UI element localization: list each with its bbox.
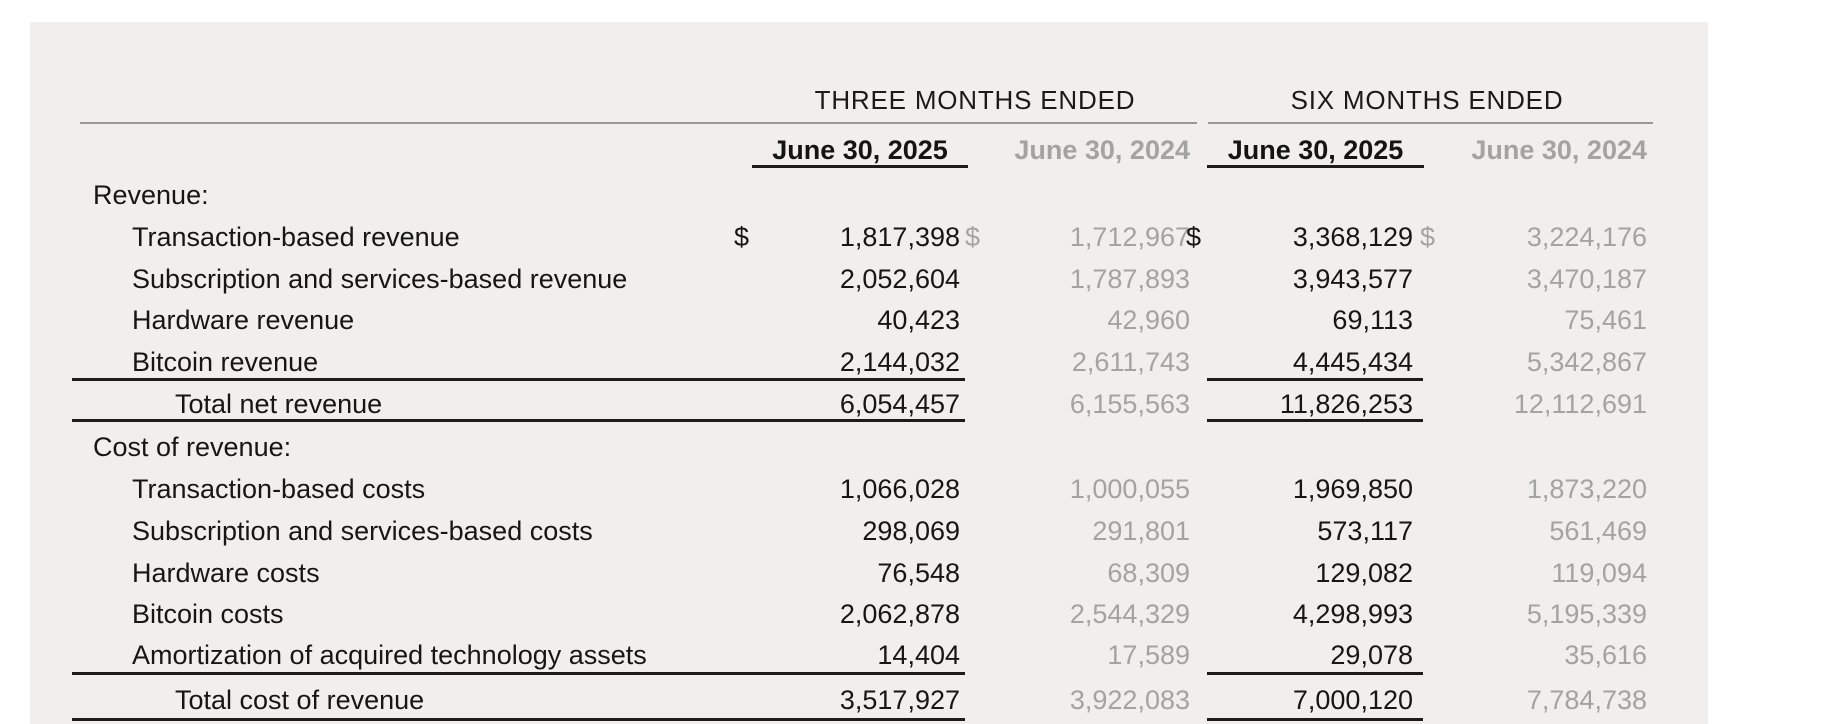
cell-three-2024: 17,589 [1107,640,1190,670]
total-rule [72,419,965,422]
cell-three-2024: 1,000,055 [1069,474,1190,504]
total-rule [1207,718,1423,721]
currency-symbol: $ [1420,222,1436,252]
cell-three-2025: 298,069 [862,516,960,546]
cell-six-2024: 119,094 [1551,558,1647,588]
table-row: Bitcoin revenue 2,144,032 2,611,743 4,44… [30,347,1708,377]
subtotal-rule [1207,672,1423,675]
subtotal-rule [72,672,965,675]
group-header-rule-left [80,122,1197,124]
cell-six-2024: 1,873,220 [1526,474,1647,504]
cell-three-2024: 42,960 [1107,305,1190,335]
section-label: Revenue: [93,180,209,210]
cell-six-2024: 561,469 [1549,516,1647,546]
cell-three-2024: 6,155,563 [1069,389,1190,419]
table-row: Bitcoin costs 2,062,878 2,544,329 4,298,… [30,599,1708,629]
cell-three-2025: 2,062,878 [839,599,960,629]
row-label: Transaction-based costs [132,474,426,504]
column-header-three-2025: June 30, 2025 [772,135,948,165]
cell-three-2025: 1,817,398 [839,222,960,252]
cell-six-2025: 7,000,120 [1292,685,1413,715]
column-header-six-2024: June 30, 2024 [1471,135,1647,165]
cell-six-2024: 5,342,867 [1526,347,1647,377]
table-row: Subscription and services-based revenue … [30,264,1708,294]
row-label: Subscription and services-based costs [132,516,593,546]
cell-three-2025: 40,423 [877,305,960,335]
cell-six-2025: 4,298,993 [1292,599,1413,629]
cell-six-2024: 3,224,176 [1526,222,1647,252]
cell-six-2025: 129,082 [1315,558,1413,588]
total-row: Total cost of revenue 3,517,927 3,922,08… [30,685,1708,715]
cell-three-2024: 1,712,967 [1069,222,1190,252]
cell-six-2025: 3,943,577 [1292,264,1413,294]
cell-three-2024: 2,611,743 [1071,347,1190,377]
group-header-six-months: SIX MONTHS ENDED [1290,85,1564,115]
row-label: Bitcoin revenue [132,347,319,377]
cell-six-2025: 29,078 [1330,640,1413,670]
section-label: Cost of revenue: [93,432,292,462]
total-rule [72,718,965,721]
column-header-underline-six-2025 [1207,165,1424,168]
row-label: Hardware revenue [132,305,355,335]
row-label: Amortization of acquired technology asse… [132,640,647,670]
cell-three-2025: 2,144,032 [839,347,960,377]
cell-three-2025: 3,517,927 [839,685,960,715]
cell-six-2024: 75,461 [1564,305,1647,335]
cell-three-2024: 3,922,083 [1069,685,1190,715]
row-label: Total cost of revenue [175,685,425,715]
cell-three-2025: 14,404 [877,640,960,670]
currency-symbol: $ [734,222,750,252]
column-header-underline-three-2025 [752,165,968,168]
cell-six-2025: 4,445,434 [1292,347,1413,377]
cell-six-2025: 11,826,253 [1279,389,1413,419]
cell-three-2025: 76,548 [877,558,960,588]
row-label: Hardware costs [132,558,320,588]
cell-three-2024: 1,787,893 [1069,264,1190,294]
currency-symbol: $ [965,222,981,252]
row-label: Subscription and services-based revenue [132,264,628,294]
income-statement-panel: THREE MONTHS ENDED SIX MONTHS ENDED June… [30,22,1708,724]
cell-six-2025: 1,969,850 [1292,474,1413,504]
cell-six-2024: 3,470,187 [1526,264,1647,294]
total-row: Total net revenue 6,054,457 6,155,563 11… [30,389,1708,419]
total-rule [1207,419,1423,422]
subtotal-rule [72,378,965,381]
cell-three-2025: 6,054,457 [839,389,960,419]
row-label: Transaction-based revenue [132,222,460,252]
cell-three-2024: 291,801 [1092,516,1190,546]
table-row: Transaction-based revenue $ 1,817,398 $ … [30,222,1708,252]
cell-three-2025: 1,066,028 [839,474,960,504]
column-header-six-2025: June 30, 2025 [1227,135,1404,165]
cell-three-2024: 2,544,329 [1069,599,1190,629]
group-header-rule-right [1208,122,1653,124]
currency-symbol: $ [1186,222,1202,252]
cell-three-2024: 68,309 [1107,558,1190,588]
group-header-three-months: THREE MONTHS ENDED [814,85,1136,115]
table-row: Transaction-based costs 1,066,028 1,000,… [30,474,1708,504]
cell-three-2025: 2,052,604 [839,264,960,294]
row-label: Total net revenue [175,389,383,419]
cell-six-2024: 35,616 [1564,640,1647,670]
table-row: Hardware costs 76,548 68,309 129,082 119… [30,558,1708,588]
row-label: Bitcoin costs [132,599,284,629]
cell-six-2024: 5,195,339 [1526,599,1647,629]
section-row-cost-of-revenue: Cost of revenue: [30,432,1708,462]
section-row-revenue: Revenue: [30,180,1708,210]
subtotal-rule [1207,378,1423,381]
table-row: Amortization of acquired technology asse… [30,640,1708,670]
column-header-three-2024: June 30, 2024 [1014,135,1190,165]
table-row: Hardware revenue 40,423 42,960 69,113 75… [30,305,1708,335]
cell-six-2025: 69,113 [1332,305,1413,335]
cell-six-2024: 7,784,738 [1526,685,1647,715]
cell-six-2024: 12,112,691 [1513,389,1647,419]
cell-six-2025: 573,117 [1317,516,1413,546]
table-row: Subscription and services-based costs 29… [30,516,1708,546]
cell-six-2025: 3,368,129 [1292,222,1413,252]
